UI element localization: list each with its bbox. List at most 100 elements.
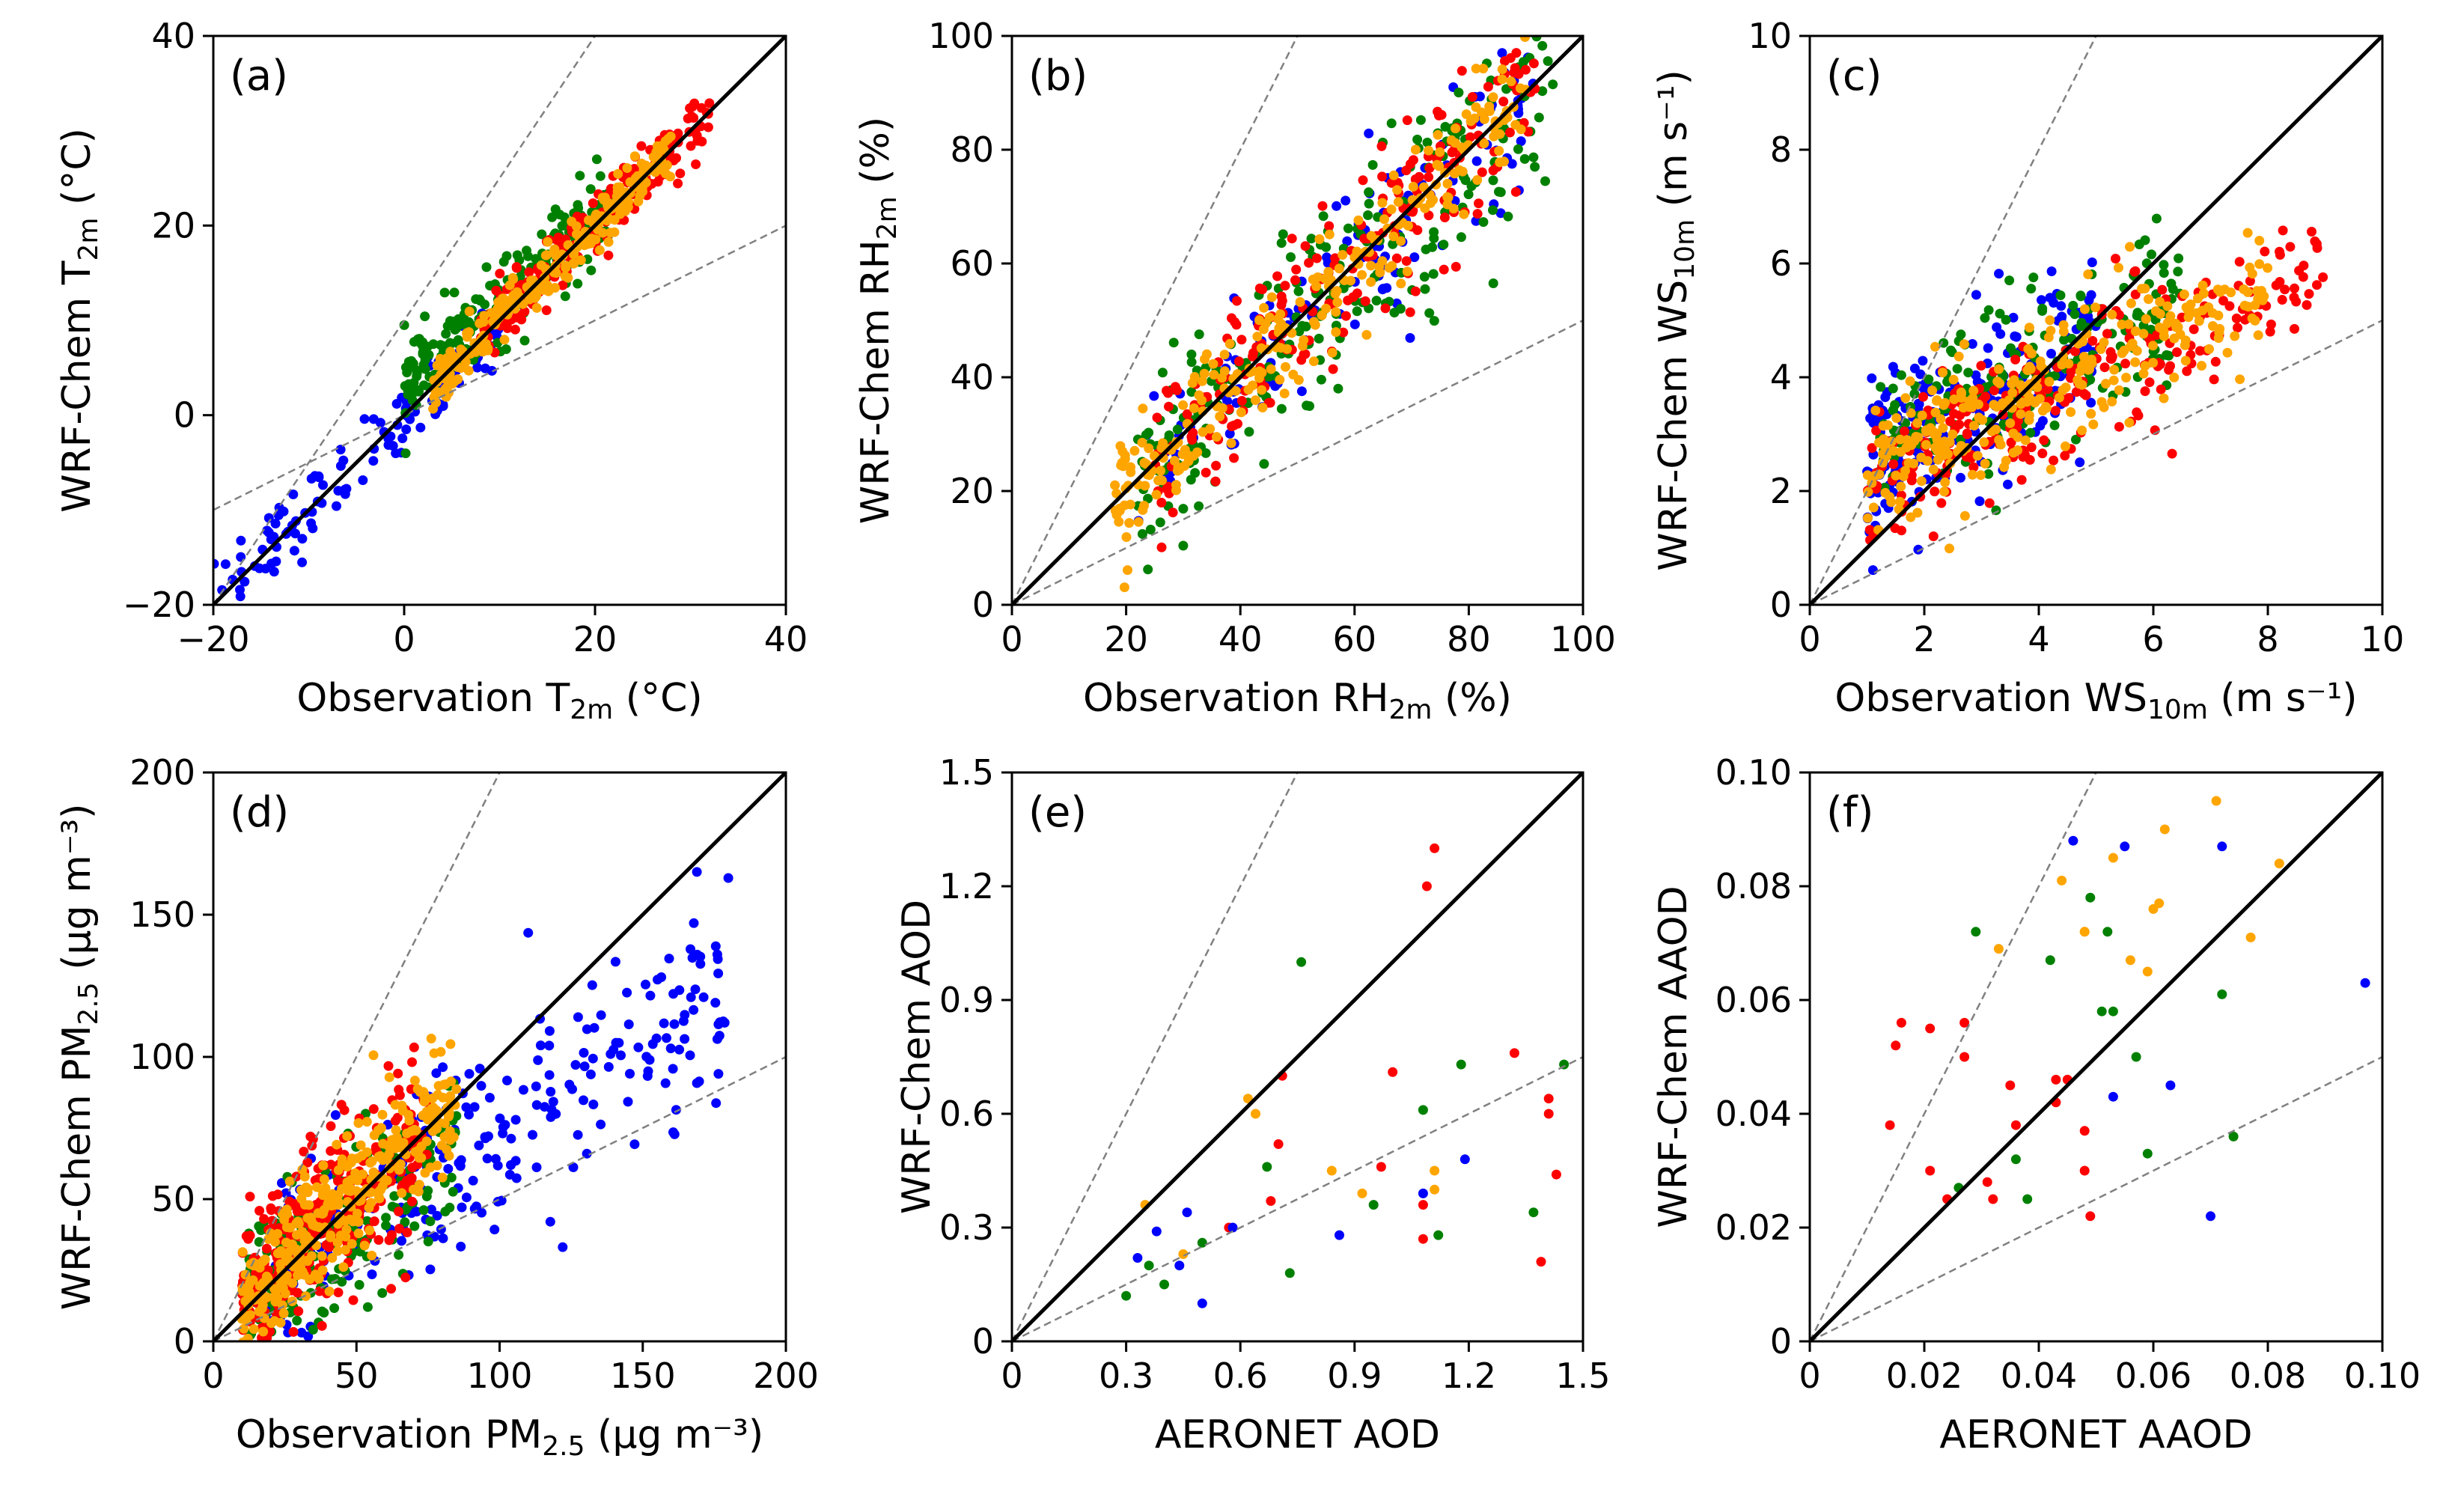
data-point-green xyxy=(2102,927,2113,937)
data-point-red xyxy=(501,320,512,330)
data-point-orange xyxy=(1266,364,1276,374)
data-point-red xyxy=(1472,209,1483,219)
data-point-orange xyxy=(287,1278,298,1288)
data-point-green xyxy=(418,1205,429,1216)
data-point-orange xyxy=(2138,329,2149,339)
panel-d-reference-lines xyxy=(213,772,786,1341)
data-point-orange xyxy=(2045,315,2055,326)
data-point-orange xyxy=(2108,375,2119,385)
data-point-blue xyxy=(1132,1253,1143,1263)
data-point-red xyxy=(2130,266,2141,276)
data-point-blue xyxy=(533,1055,543,1065)
data-point-blue xyxy=(603,1061,614,1072)
y-tick-label: 50 xyxy=(151,1179,195,1219)
data-point-orange xyxy=(2066,407,2076,417)
data-point-green xyxy=(1519,153,1530,164)
data-point-blue xyxy=(653,975,662,985)
data-point-orange xyxy=(373,1192,384,1202)
data-point-green xyxy=(1924,374,1934,385)
data-point-orange xyxy=(2130,326,2141,336)
data-point-blue xyxy=(1868,416,1879,427)
reference-line-1to2 xyxy=(1012,1055,1583,1341)
data-point-green xyxy=(362,1216,372,1226)
data-point-orange xyxy=(375,1150,385,1161)
data-point-orange xyxy=(1916,476,1927,487)
data-point-green xyxy=(537,229,547,240)
data-point-orange xyxy=(2235,374,2245,385)
data-point-orange xyxy=(384,1072,394,1082)
data-point-blue xyxy=(368,414,379,424)
data-point-red xyxy=(1388,1067,1398,1077)
data-point-red xyxy=(2311,239,2322,249)
data-point-blue xyxy=(498,1128,508,1138)
data-point-blue xyxy=(544,1040,555,1051)
data-point-blue xyxy=(531,1162,542,1172)
data-point-orange xyxy=(327,1253,338,1263)
panel-f-label: (f) xyxy=(1826,788,1873,837)
data-point-red xyxy=(519,306,530,317)
data-point-red xyxy=(703,122,713,132)
data-point-red xyxy=(2290,283,2299,293)
panel-a-y-axis-label-subscript: 2m xyxy=(73,218,104,261)
panel-b-axes-frame xyxy=(1010,34,1584,606)
panel-d-x-axis-label: Observation PM2.5 (µg m⁻³) xyxy=(236,1412,763,1462)
data-point-orange xyxy=(1449,168,1460,179)
data-point-orange xyxy=(1396,278,1406,289)
reference-line-1to1 xyxy=(1012,772,1583,1341)
data-point-orange xyxy=(1172,466,1183,476)
data-point-orange xyxy=(433,1090,443,1100)
data-point-orange xyxy=(429,392,439,403)
data-point-blue xyxy=(1867,565,1878,576)
data-point-orange xyxy=(260,1255,270,1264)
data-point-orange xyxy=(2148,358,2159,368)
data-point-green xyxy=(439,287,450,298)
y-tick-label: 20 xyxy=(950,471,994,511)
data-point-orange xyxy=(620,206,630,216)
data-point-green xyxy=(381,1213,391,1223)
data-point-orange xyxy=(2024,410,2034,421)
data-point-red xyxy=(2120,359,2131,369)
panel-d: 0 50 100 150 200 0 50 100 150 200 (d) Observation P… xyxy=(55,752,819,1462)
data-point-green xyxy=(1178,540,1189,551)
data-point-orange xyxy=(1430,1184,1440,1195)
data-point-orange xyxy=(1921,439,1931,450)
data-point-red xyxy=(2182,366,2192,377)
data-point-orange xyxy=(614,182,625,192)
data-point-blue xyxy=(2008,312,2019,323)
data-point-blue xyxy=(495,1113,505,1124)
panel-b-y-axis-label-subscript: 2m xyxy=(872,196,903,240)
data-point-orange xyxy=(2099,402,2109,412)
data-point-orange xyxy=(2077,361,2087,371)
data-point-green xyxy=(2131,1052,2141,1062)
x-tick-label: 4 xyxy=(2028,619,2049,659)
data-point-blue xyxy=(335,445,346,455)
data-point-green xyxy=(2108,1006,2118,1016)
y-tick-label: 80 xyxy=(950,129,994,170)
data-point-orange xyxy=(1169,456,1180,466)
data-point-blue xyxy=(330,1110,341,1121)
data-point-orange xyxy=(2024,323,2034,333)
data-point-green xyxy=(2010,1154,2021,1165)
panel-d-y-axis-label-subscript: 2.5 xyxy=(73,982,104,1025)
data-point-red xyxy=(407,1196,417,1207)
data-point-orange xyxy=(345,1214,356,1225)
panel-f-y-axis-label-main: WRF-Chem AAOD xyxy=(1651,885,1696,1228)
panel-d-points xyxy=(237,867,733,1341)
data-point-orange xyxy=(367,1250,377,1260)
data-point-red xyxy=(1936,498,1947,508)
data-point-orange xyxy=(1949,394,1959,404)
data-point-blue xyxy=(713,969,724,978)
data-point-blue xyxy=(490,1153,501,1164)
data-point-green xyxy=(418,380,429,391)
data-point-orange xyxy=(1275,374,1285,385)
data-point-red xyxy=(1477,167,1487,177)
data-point-orange xyxy=(563,272,573,283)
panel-e-points xyxy=(1121,843,1570,1308)
data-point-red xyxy=(1988,1194,1998,1204)
data-point-red xyxy=(394,1224,404,1234)
data-point-orange xyxy=(1870,405,1881,415)
data-point-green xyxy=(2140,235,2150,246)
data-point-red xyxy=(2081,390,2091,400)
data-point-orange xyxy=(1967,469,1977,480)
data-point-orange xyxy=(1916,452,1927,463)
